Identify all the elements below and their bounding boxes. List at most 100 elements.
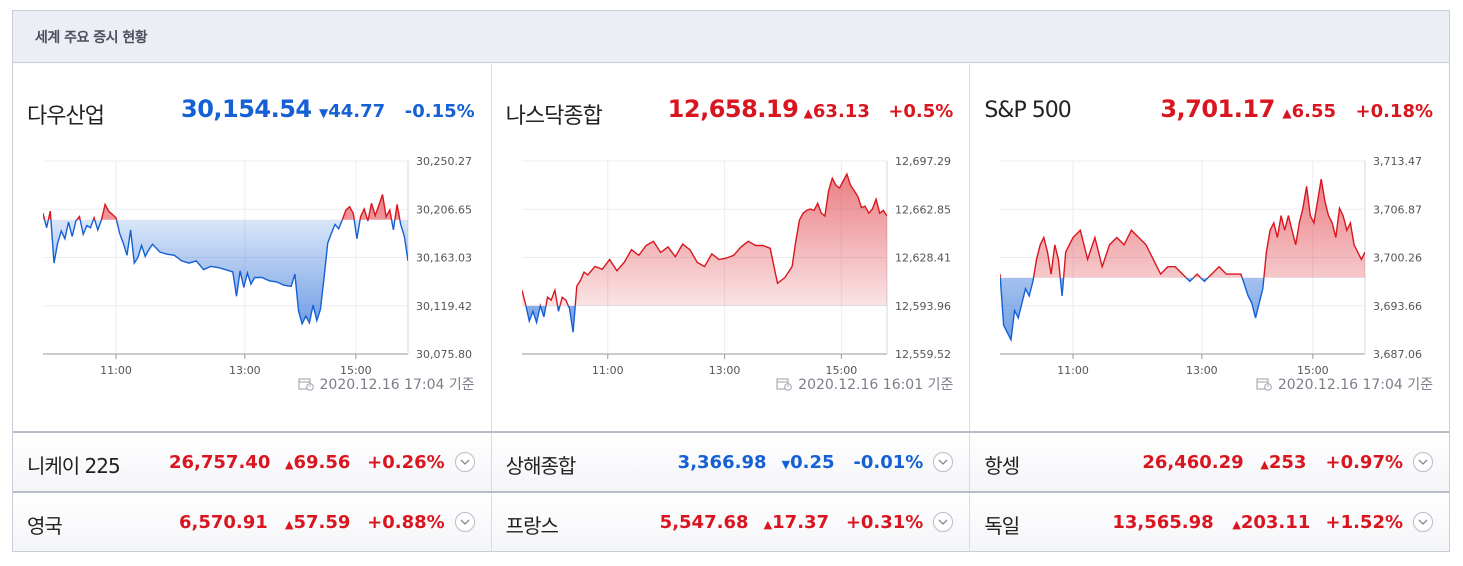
index-name: 니케이 225 (27, 454, 121, 478)
x-tick-label: 11:00 (1057, 364, 1089, 377)
area-above-baseline (521, 174, 887, 306)
index-change: ▲253 (1260, 452, 1306, 473)
index-change: ▲69.56 (285, 452, 350, 473)
index-panel-dow[interactable]: 다우산업 30,154.54 ▼44.77 -0.15% 30,250.27 30… (13, 64, 492, 431)
index-cell-france[interactable]: 프랑스 5,547.68 ▲17.37 +0.31% (491, 493, 971, 551)
index-percent: +0.31% (845, 512, 924, 533)
index-change-value: 63.13 (812, 101, 870, 122)
index-change: ▲57.59 (285, 512, 350, 533)
index-value: 26,460.29 (1142, 452, 1244, 473)
series-line-up (43, 194, 401, 220)
index-change-value: 6.55 (1291, 101, 1336, 122)
arrow-up-icon: ▲ (763, 518, 773, 531)
index-change: ▲203.11 (1232, 512, 1310, 533)
y-tick-label: 30,163.03 (416, 252, 472, 265)
expand-button[interactable] (454, 512, 475, 532)
y-tick-label: 12,593.96 (895, 300, 951, 313)
index-cell-hangseng[interactable]: 항셍 26,460.29 ▲253 +0.97% (970, 433, 1450, 491)
index-percent: +0.18% (1355, 101, 1434, 122)
update-timestamp: 2020.12.16 17:04 기준 (298, 374, 475, 394)
y-tick-label: 12,697.29 (895, 155, 951, 168)
x-tick-label: 13:00 (229, 364, 261, 377)
chevron-down-icon (938, 519, 948, 525)
y-tick-label: 3,687.06 (1373, 348, 1422, 361)
series-line-down (43, 219, 408, 326)
y-tick-label: 30,075.80 (416, 348, 472, 361)
expand-button[interactable] (933, 512, 954, 532)
y-tick-label: 3,700.26 (1373, 252, 1422, 265)
index-chart-dow: 30,250.27 30,206.65 30,163.03 30,119.42 30,0… (43, 155, 472, 377)
index-percent: +0.26% (367, 452, 445, 473)
series-line-down (1000, 277, 1265, 343)
index-name: 프랑스 (505, 514, 559, 538)
arrow-up-icon: ▲ (1282, 106, 1292, 120)
index-row: 영국 6,570.91 ▲57.59 +0.88% 프랑스 5,547.68 ▲… (13, 491, 1450, 551)
index-change-value: 44.77 (328, 101, 386, 122)
world-markets-widget: 세계 주요 증시 현황 다우산업 30,154.54 ▼44.77 -0.15%… (12, 10, 1450, 552)
expand-button[interactable] (933, 452, 954, 472)
expand-button[interactable] (1413, 452, 1434, 472)
x-tick-label: 13:00 (708, 364, 740, 377)
calendar-clock-icon (776, 378, 792, 391)
index-value: 30,154.54 (181, 95, 312, 123)
index-name: 상해종합 (505, 454, 577, 478)
y-tick-label: 3,713.47 (1373, 155, 1422, 168)
calendar-clock-icon (1256, 378, 1272, 391)
index-change-value: 57.59 (293, 512, 351, 533)
index-change: ▲17.37 (764, 512, 829, 533)
y-tick-label: 12,559.52 (895, 348, 951, 361)
x-tick-label: 11:00 (592, 364, 624, 377)
index-name: S&P 500 (984, 98, 1071, 123)
chevron-down-icon (1418, 459, 1428, 465)
area-below-baseline (44, 219, 408, 324)
x-tick-label: 13:00 (1186, 364, 1218, 377)
index-name: 독일 (984, 514, 1020, 538)
expand-button[interactable] (454, 452, 475, 472)
index-percent: +0.88% (367, 512, 445, 533)
y-tick-label: 30,206.65 (416, 203, 472, 216)
index-panel-nasdaq[interactable]: 나스닥종합 12,658.19 ▲63.13 +0.5% 12,697.29 12… (492, 64, 971, 431)
series-line-up (521, 172, 887, 306)
area-above-baseline (1000, 179, 1366, 278)
index-change: ▲6.55 (1282, 101, 1336, 122)
chevron-down-icon (938, 459, 948, 465)
index-change-value: 203.11 (1240, 512, 1311, 533)
update-timestamp: 2020.12.16 17:04 기준 (1256, 374, 1433, 394)
index-change: ▼0.25 (782, 452, 835, 473)
index-change-value: 17.37 (772, 512, 830, 533)
y-tick-label: 30,250.27 (416, 155, 472, 168)
index-change-value: 69.56 (293, 452, 351, 473)
expand-button[interactable] (1413, 512, 1434, 532)
index-name: 다우산업 (27, 104, 105, 129)
area-below-baseline (1000, 277, 1265, 340)
index-value: 6,570.91 (179, 512, 268, 533)
chevron-down-icon (460, 459, 470, 465)
index-percent: +0.97% (1325, 452, 1404, 473)
index-panel-sp500[interactable]: S&P 500 3,701.17 ▲6.55 +0.18% 3,713.47 3,… (970, 64, 1449, 431)
index-name: 항셍 (984, 454, 1020, 478)
index-percent: +1.52% (1325, 512, 1404, 533)
index-list: 니케이 225 26,757.40 ▲69.56 +0.26% 상해종합 3,3… (13, 431, 1450, 551)
series-line-up (1000, 178, 1366, 278)
y-tick-label: 30,119.42 (416, 300, 472, 313)
x-tick-label: 15:00 (340, 364, 372, 377)
index-percent: +0.5% (888, 101, 954, 122)
arrow-up-icon: ▲ (1260, 458, 1269, 471)
chevron-down-icon (460, 519, 470, 525)
arrow-up-icon: ▲ (803, 106, 813, 120)
index-value: 13,565.98 (1112, 512, 1214, 533)
widget-title: 세계 주요 증시 현황 (35, 29, 148, 46)
index-percent: -0.01% (853, 452, 924, 473)
widget-header: 세계 주요 증시 현황 (13, 11, 1449, 63)
index-cell-nikkei[interactable]: 니케이 225 26,757.40 ▲69.56 +0.26% (13, 433, 492, 491)
index-percent: -0.15% (404, 101, 475, 122)
y-tick-label: 3,693.66 (1373, 300, 1422, 313)
index-cell-uk[interactable]: 영국 6,570.91 ▲57.59 +0.88% (13, 493, 492, 551)
index-value: 12,658.19 (667, 95, 799, 123)
index-cell-shanghai[interactable]: 상해종합 3,366.98 ▼0.25 -0.01% (491, 433, 971, 491)
index-panels: 다우산업 30,154.54 ▼44.77 -0.15% 30,250.27 30… (13, 64, 1449, 431)
arrow-up-icon: ▲ (285, 518, 294, 531)
index-cell-germany[interactable]: 독일 13,565.98 ▲203.11 +1.52% (970, 493, 1450, 551)
update-timestamp: 2020.12.16 16:01 기준 (776, 374, 953, 394)
index-value: 5,547.68 (659, 512, 749, 533)
